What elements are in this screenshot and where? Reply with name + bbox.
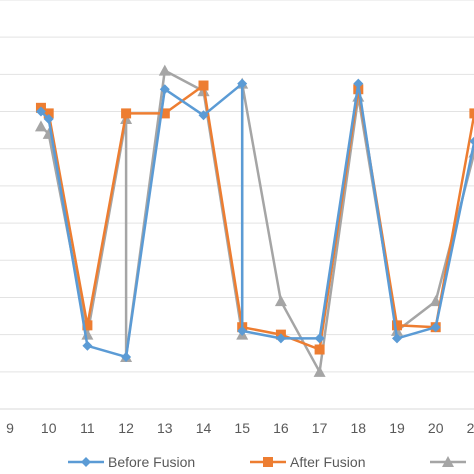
legend-label: After Fusion [290,454,365,470]
data-point [353,78,364,89]
legend-item: Before Fusion [68,454,195,470]
data-point [43,113,54,124]
x-tick-label: 21 [467,420,474,436]
x-tick-label: 20 [428,420,444,436]
data-point [82,320,93,331]
data-point [198,110,209,121]
x-tick-label: 14 [196,420,212,436]
x-tick-label: 17 [312,420,328,436]
data-point [237,78,248,89]
data-point [121,351,132,362]
data-point [159,84,170,95]
legend-label: Before Fusion [108,454,195,470]
x-tick-label: 15 [234,420,250,436]
data-point [469,108,474,119]
legend-marker [263,457,273,467]
x-tick-label: 11 [80,420,95,436]
x-tick-label: 18 [351,420,367,436]
x-tick-label: 19 [389,420,405,436]
legend-marker [442,456,454,467]
legend-item: After Fusion [250,454,365,470]
data-point [35,106,46,117]
data-point [43,108,54,119]
data-point [314,333,325,344]
x-tick-label: 10 [41,420,57,436]
data-point [392,333,402,344]
data-point [392,320,402,331]
x-tick-label: 16 [273,420,289,436]
data-point [314,344,325,355]
data-point [158,64,171,76]
series-1 [35,80,474,355]
legend-item [430,456,466,467]
data-point [275,333,286,344]
data-point [82,340,93,351]
data-point [34,120,47,132]
series-0 [35,78,474,362]
gridlines [0,0,474,410]
data-point [237,325,248,336]
series-layer [34,64,474,377]
data-point [429,295,442,307]
x-axis-tick-labels: 9 10 11 12 13 14 15 16 17 18 19 20 21 [6,420,474,436]
data-point [313,365,326,377]
legend: Before Fusion After Fusion [68,454,466,470]
x-tick-label: 9 [6,420,14,436]
data-point [121,108,132,119]
data-point [198,80,209,91]
data-point [81,328,94,340]
data-point [159,108,170,119]
data-point [469,136,474,146]
x-tick-label: 13 [157,420,173,436]
legend-marker [81,457,91,467]
data-point [274,295,287,307]
x-tick-label: 12 [118,420,134,436]
data-point [430,322,441,333]
